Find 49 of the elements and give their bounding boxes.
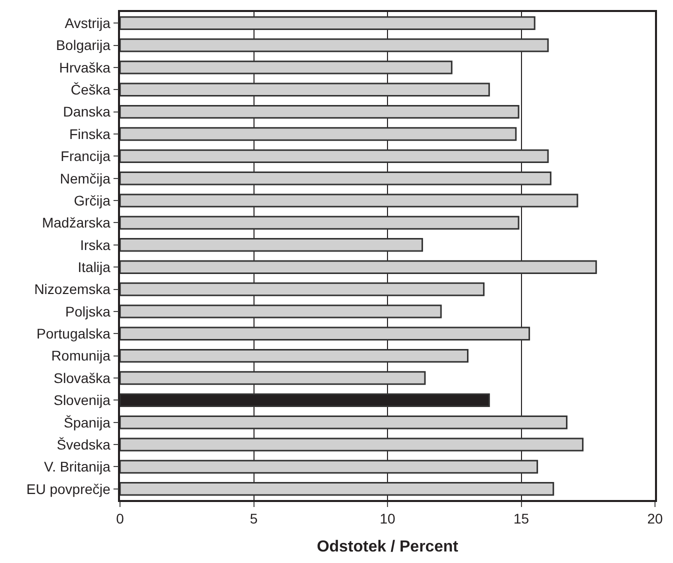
y-tick-label: Hrvaška (59, 59, 111, 76)
y-tick-label: Španija (64, 414, 111, 430)
y-tick-label: Slovenija (54, 392, 111, 408)
y-tick-label: Finska (69, 126, 111, 142)
bar (120, 304, 442, 318)
x-tick-label: 20 (647, 510, 663, 527)
y-tick-label: Irska (80, 236, 111, 253)
bar (120, 104, 520, 119)
y-tick-label: Romunija (51, 348, 111, 364)
bar (120, 127, 517, 141)
y-tick-label: Grčija (74, 192, 111, 208)
y-tick-label: V. Britanija (44, 458, 111, 475)
y-tick-label: Portugalska (36, 326, 111, 342)
x-tick-label: 15 (513, 510, 530, 527)
bar (120, 216, 520, 230)
bar (120, 460, 538, 474)
bar (120, 438, 584, 452)
x-tick-label: 10 (380, 510, 396, 527)
y-tick-label: Danska (62, 104, 111, 120)
bar (120, 60, 452, 74)
bar (120, 16, 536, 30)
y-tick-label: Madžarska (42, 214, 111, 231)
bar (120, 416, 568, 430)
y-tick-label: Češka (70, 82, 111, 98)
y-tick-label: Švedska (56, 436, 111, 452)
x-tick-label: 5 (250, 510, 258, 527)
bar (120, 149, 549, 164)
y-tick-label: Avstrija (64, 14, 111, 31)
y-tick-label: Bolgarija (56, 37, 111, 54)
y-tick-label: EU povprečje (26, 480, 111, 497)
bar (120, 348, 468, 363)
bar (120, 172, 552, 186)
y-tick-label: Francija (60, 148, 111, 164)
x-tick-label: 0 (116, 510, 124, 527)
bar (120, 38, 549, 52)
bar (120, 282, 485, 296)
bar (120, 82, 490, 96)
x-axis-title: Odstotek / Percent (316, 538, 459, 556)
bar (120, 260, 597, 274)
y-tick-label: Slovaška (54, 370, 111, 386)
bar (120, 482, 554, 496)
y-tick-label: Nemčija (60, 170, 111, 186)
bar (120, 371, 426, 385)
bar (120, 194, 578, 208)
y-tick-label: Poljska (65, 303, 111, 320)
y-tick-label: Nizozemska (34, 281, 111, 298)
y-tick-label: Italija (78, 258, 111, 275)
bar (120, 326, 530, 340)
bar (120, 238, 424, 252)
